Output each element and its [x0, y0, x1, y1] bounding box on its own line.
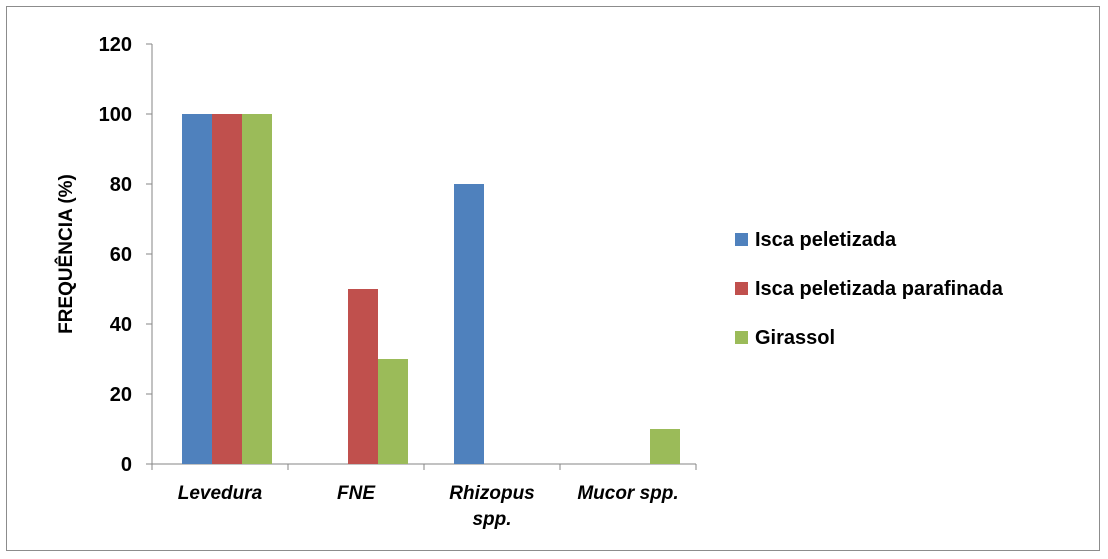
bar-girassol-1 — [378, 359, 408, 464]
category-label: Mucor spp. — [577, 483, 678, 504]
category-label: Levedura — [178, 483, 263, 504]
y-tick-label: 0 — [121, 454, 132, 476]
legend-label: Isca peletizada — [755, 229, 897, 251]
category-label: FNE — [337, 483, 376, 504]
y-tick-label: 40 — [110, 314, 132, 336]
y-axis-title: FREQUÊNCIA (%) — [55, 174, 77, 334]
legend-swatch — [735, 282, 748, 295]
bar-girassol-3 — [650, 429, 680, 464]
bar-isca-peletizada-parafinada-1 — [348, 289, 378, 464]
bar-isca-peletizada-0 — [182, 114, 212, 464]
legend-label: Isca peletizada parafinada — [755, 278, 1004, 300]
legend-label: Girassol — [755, 327, 835, 349]
y-tick-label: 80 — [110, 174, 132, 196]
y-tick-label: 100 — [99, 104, 132, 126]
legend-swatch — [735, 331, 748, 344]
y-tick-label: 20 — [110, 384, 132, 406]
bars — [182, 114, 680, 464]
legend: Isca peletizada Isca peletizada parafinad… — [735, 229, 1004, 349]
category-label: Rhizopus — [449, 483, 535, 504]
bar-girassol-0 — [242, 114, 272, 464]
bar-isca-peletizada-2 — [454, 184, 484, 464]
category-labels: Levedura FNE Rhizopus spp. Mucor spp. — [178, 483, 679, 530]
legend-swatch — [735, 233, 748, 246]
y-tick-label: 60 — [110, 244, 132, 266]
y-tick-labels: 0 20 40 60 80 100 120 — [99, 34, 132, 476]
y-tick-label: 120 — [99, 34, 132, 56]
category-label: spp. — [472, 509, 511, 530]
bar-isca-peletizada-parafinada-0 — [212, 114, 242, 464]
